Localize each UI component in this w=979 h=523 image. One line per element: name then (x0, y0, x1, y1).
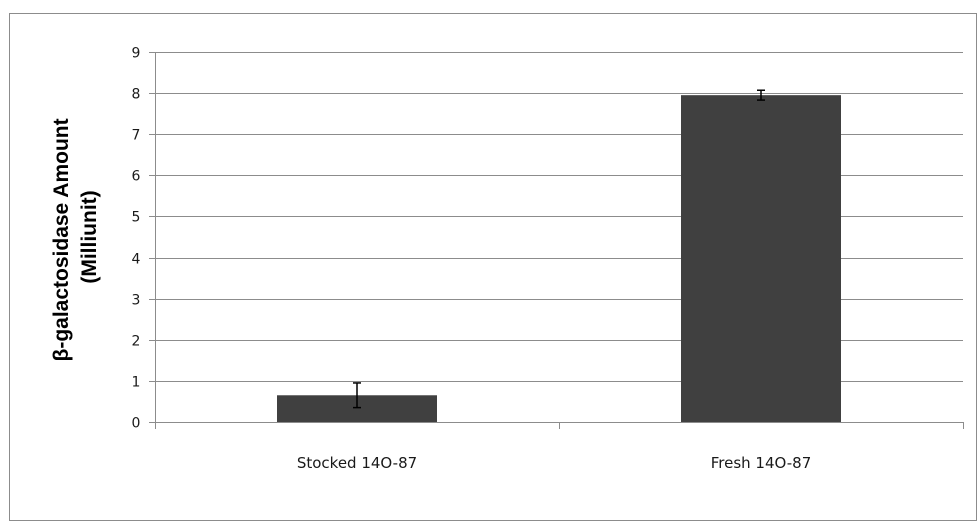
y-axis-title-line-2: (Milliunit) (78, 190, 101, 283)
y-tick-label-8: 8 (132, 87, 141, 103)
y-tick-label-4: 4 (132, 252, 141, 268)
x-category-label-1: Fresh 14O-87 (711, 454, 812, 472)
y-tick-label-7: 7 (132, 128, 141, 144)
y-axis-title: β-galactosidase Amount (Milliunit) (50, 113, 101, 362)
y-tick-label-0: 0 (132, 416, 141, 432)
y-tick-label-9: 9 (132, 46, 141, 62)
error-bars (353, 89, 765, 409)
y-tick-label-3: 3 (132, 293, 141, 309)
y-tick-label-1: 1 (132, 375, 141, 391)
bars (277, 95, 841, 423)
gridlines (155, 52, 963, 423)
x-category-label-0: Stocked 14O-87 (297, 454, 417, 472)
bar-1 (681, 95, 841, 423)
error-bar-0 (353, 382, 361, 409)
error-bar-1 (757, 89, 765, 101)
y-axis-title-line-1: β-galactosidase Amount (50, 118, 73, 361)
y-tick-label-5: 5 (132, 210, 141, 226)
y-tick-label-6: 6 (132, 169, 141, 185)
x-axis-labels: Stocked 14O-87 Fresh 14O-87 (297, 454, 811, 472)
y-axis-ticks: 0 1 2 3 4 5 6 7 8 9 (132, 46, 964, 432)
y-tick-label-2: 2 (132, 334, 141, 350)
